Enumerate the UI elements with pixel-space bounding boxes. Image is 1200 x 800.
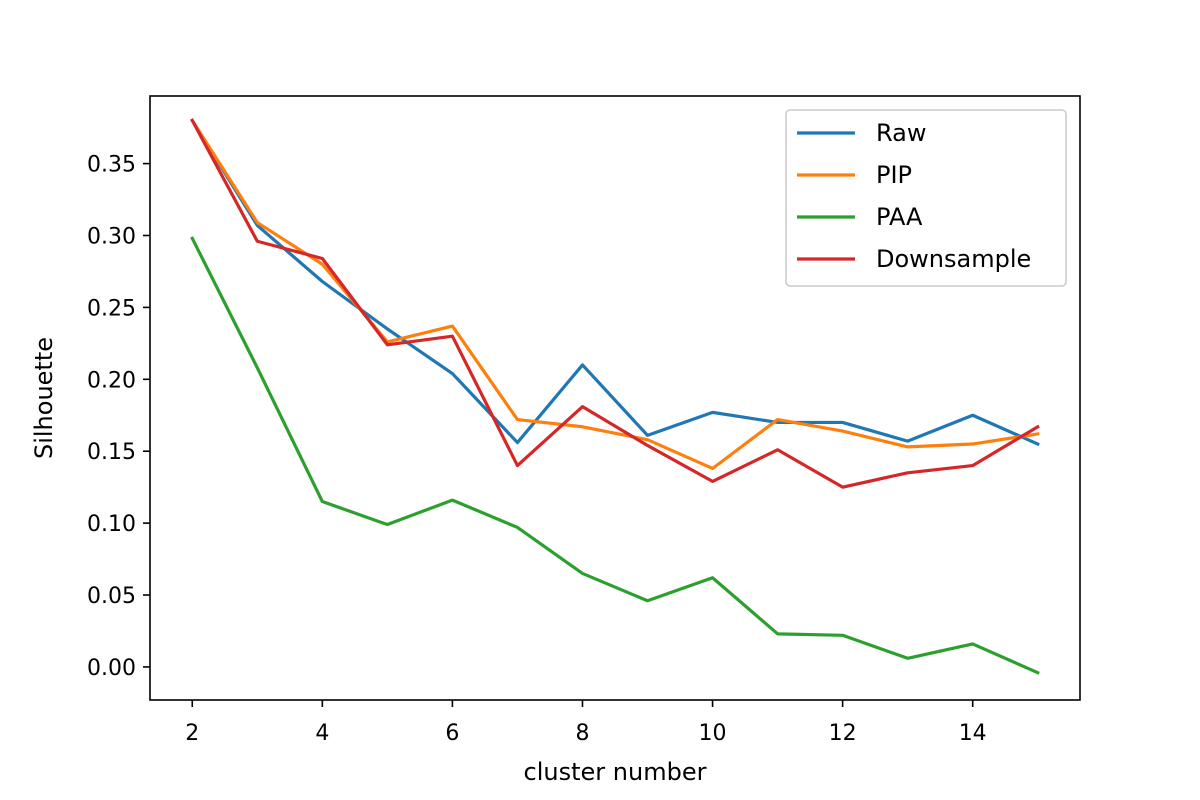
x-tick-label: 8 bbox=[575, 721, 589, 746]
plot-frame bbox=[149, 95, 1081, 701]
series-line-raw bbox=[190, 118, 1040, 447]
x-tick-label: 14 bbox=[959, 721, 987, 746]
y-axis-title: Silhouette bbox=[30, 337, 58, 459]
x-axis-title: cluster number bbox=[524, 758, 707, 786]
legend: Raw PIP PAA Downsample bbox=[785, 109, 1067, 287]
legend-label-paa: PAA bbox=[876, 203, 923, 231]
x-tick-label: 10 bbox=[699, 721, 727, 746]
y-tick-label: 0.15 bbox=[87, 440, 136, 465]
y-tick-label: 0.00 bbox=[87, 656, 136, 681]
x-tick-label: 2 bbox=[185, 721, 199, 746]
x-tick-label: 4 bbox=[315, 721, 329, 746]
y-tick-label: 0.25 bbox=[87, 296, 136, 321]
legend-label-downsample: Downsample bbox=[876, 245, 1031, 273]
series-line-paa bbox=[190, 236, 1040, 675]
y-tick-label: 0.35 bbox=[87, 153, 136, 178]
x-tick-label: 6 bbox=[445, 721, 459, 746]
x-axis-ticks: 2 4 6 8 10 12 14 bbox=[185, 700, 987, 746]
series-layer bbox=[190, 118, 1040, 675]
series-line-pip bbox=[190, 118, 1040, 471]
y-tick-label: 0.20 bbox=[87, 368, 136, 393]
legend-label-raw: Raw bbox=[876, 119, 926, 147]
y-tick-label: 0.05 bbox=[87, 584, 136, 609]
series-line-downsample bbox=[190, 118, 1040, 489]
y-tick-label: 0.30 bbox=[87, 224, 136, 249]
legend-label-pip: PIP bbox=[876, 161, 912, 189]
y-tick-label: 0.10 bbox=[87, 512, 136, 537]
legend-box bbox=[785, 109, 1067, 287]
y-axis-ticks: 0.00 0.05 0.10 0.15 0.20 0.25 0.30 0.35 bbox=[87, 153, 150, 681]
x-tick-label: 12 bbox=[829, 721, 857, 746]
